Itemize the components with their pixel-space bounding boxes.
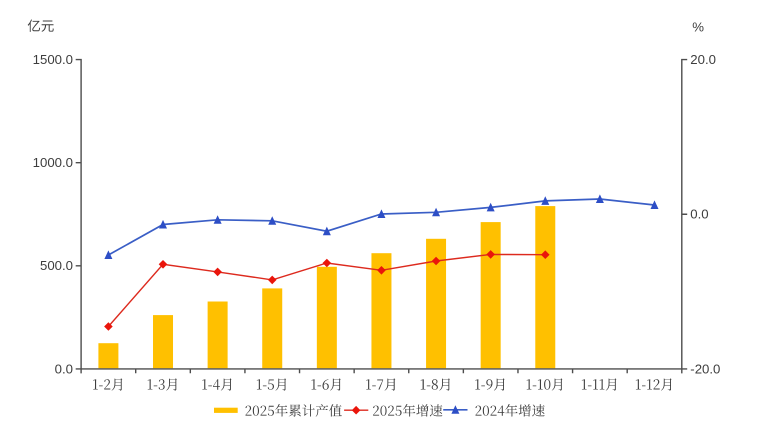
- svg-text:500.0: 500.0: [40, 258, 73, 273]
- svg-text:%: %: [692, 20, 704, 35]
- svg-text:-20.0: -20.0: [690, 361, 720, 376]
- svg-text:20.0: 20.0: [690, 52, 716, 67]
- svg-text:1500.0: 1500.0: [33, 52, 73, 67]
- svg-text:0.0: 0.0: [690, 207, 708, 222]
- svg-text:1000.0: 1000.0: [33, 155, 73, 170]
- svg-text:0.0: 0.0: [55, 361, 73, 376]
